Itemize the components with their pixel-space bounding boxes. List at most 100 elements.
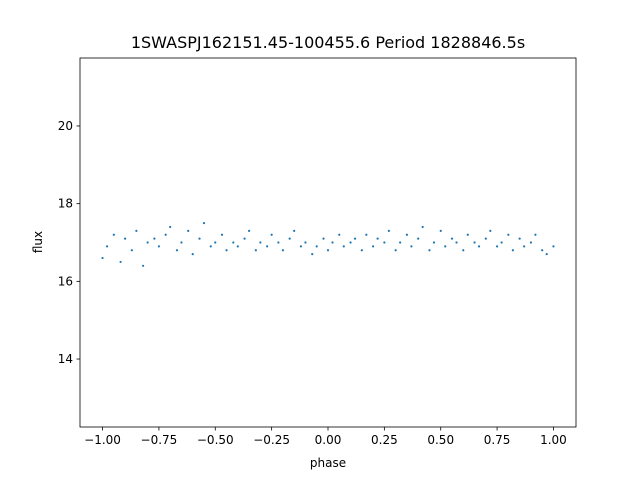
x-tick-label: −0.75 bbox=[141, 433, 178, 447]
data-point bbox=[259, 241, 262, 244]
data-point bbox=[135, 229, 138, 232]
data-point bbox=[293, 229, 296, 232]
data-point bbox=[507, 233, 510, 236]
data-point bbox=[466, 233, 469, 236]
data-point bbox=[105, 245, 109, 248]
data-point bbox=[552, 245, 555, 248]
data-point bbox=[322, 237, 325, 240]
data-point bbox=[142, 264, 145, 267]
y-axis-label: flux bbox=[31, 231, 45, 253]
data-point bbox=[484, 237, 487, 240]
data-point bbox=[220, 233, 224, 236]
data-point bbox=[473, 241, 476, 244]
data-point bbox=[311, 253, 314, 256]
x-tick-label: 0.50 bbox=[427, 433, 454, 447]
data-point bbox=[450, 237, 454, 240]
x-tick-label: 0.75 bbox=[484, 433, 511, 447]
data-point bbox=[225, 249, 228, 252]
chart-title: 1SWASPJ162151.45-100455.6 Period 1828846… bbox=[131, 33, 525, 52]
data-point bbox=[209, 245, 212, 248]
y-tick-label: 16 bbox=[58, 274, 73, 288]
data-point bbox=[266, 245, 269, 248]
data-point bbox=[371, 245, 375, 248]
data-point bbox=[500, 241, 503, 244]
y-tick-label: 14 bbox=[58, 352, 73, 366]
data-point bbox=[198, 237, 201, 240]
data-point bbox=[236, 245, 239, 248]
data-point bbox=[387, 229, 390, 232]
data-point bbox=[462, 249, 465, 252]
data-point bbox=[243, 237, 246, 240]
data-point bbox=[432, 241, 436, 244]
data-point bbox=[360, 249, 363, 252]
data-point bbox=[304, 241, 307, 244]
scatter-points bbox=[101, 221, 555, 267]
data-point bbox=[529, 241, 533, 244]
data-point bbox=[477, 245, 481, 248]
data-point bbox=[410, 245, 413, 248]
data-point bbox=[277, 241, 280, 244]
data-point bbox=[123, 237, 127, 240]
data-point bbox=[534, 233, 537, 236]
data-point bbox=[342, 245, 345, 248]
data-point bbox=[545, 253, 548, 256]
data-point bbox=[191, 253, 194, 256]
data-point bbox=[164, 233, 167, 236]
data-point bbox=[523, 245, 526, 248]
data-point bbox=[511, 249, 514, 252]
data-point bbox=[455, 241, 458, 244]
data-point bbox=[439, 229, 442, 232]
data-point bbox=[254, 249, 257, 252]
data-point bbox=[518, 237, 521, 240]
data-point bbox=[119, 260, 122, 264]
data-point bbox=[383, 241, 386, 244]
x-tick-label: 0.00 bbox=[315, 433, 342, 447]
data-point bbox=[399, 241, 402, 244]
data-point bbox=[326, 249, 330, 252]
data-point bbox=[180, 241, 183, 244]
data-point bbox=[394, 249, 397, 252]
data-point bbox=[288, 237, 291, 240]
x-tick-label: −0.25 bbox=[253, 433, 290, 447]
data-point bbox=[175, 249, 179, 252]
data-point bbox=[421, 225, 424, 229]
data-point bbox=[187, 229, 190, 232]
data-point bbox=[270, 233, 273, 236]
data-point bbox=[444, 245, 447, 248]
data-point bbox=[157, 245, 161, 248]
data-point bbox=[349, 241, 352, 244]
data-point bbox=[376, 237, 379, 240]
y-axis-ticks: 14 16 18 20 bbox=[58, 119, 80, 366]
x-tick-label: −0.50 bbox=[197, 433, 234, 447]
data-point bbox=[353, 237, 357, 240]
data-point bbox=[130, 249, 133, 252]
data-point bbox=[169, 225, 172, 229]
data-point bbox=[489, 229, 492, 232]
data-point bbox=[315, 245, 318, 248]
data-point bbox=[495, 245, 499, 248]
data-point bbox=[365, 233, 368, 236]
x-axis-ticks: −1.00 −0.75 −0.50 −0.25 0.00 0.25 0.50 0.75 1.00 bbox=[84, 427, 567, 447]
x-axis-label: phase bbox=[310, 456, 346, 470]
data-point bbox=[338, 233, 341, 236]
data-point bbox=[417, 237, 420, 240]
data-point bbox=[112, 233, 115, 236]
data-point bbox=[299, 245, 303, 248]
data-point bbox=[202, 221, 206, 225]
data-point bbox=[247, 229, 251, 232]
y-tick-label: 18 bbox=[58, 197, 73, 211]
data-point bbox=[146, 241, 149, 244]
data-point bbox=[405, 233, 409, 236]
data-point bbox=[232, 241, 235, 244]
x-tick-label: 1.00 bbox=[540, 433, 567, 447]
data-point bbox=[281, 249, 285, 252]
data-point bbox=[153, 237, 156, 240]
data-point bbox=[428, 249, 431, 252]
y-tick-label: 20 bbox=[58, 119, 73, 133]
data-point bbox=[331, 241, 334, 244]
x-tick-label: −1.00 bbox=[84, 433, 121, 447]
x-tick-label: 0.25 bbox=[371, 433, 398, 447]
data-point bbox=[214, 241, 217, 244]
